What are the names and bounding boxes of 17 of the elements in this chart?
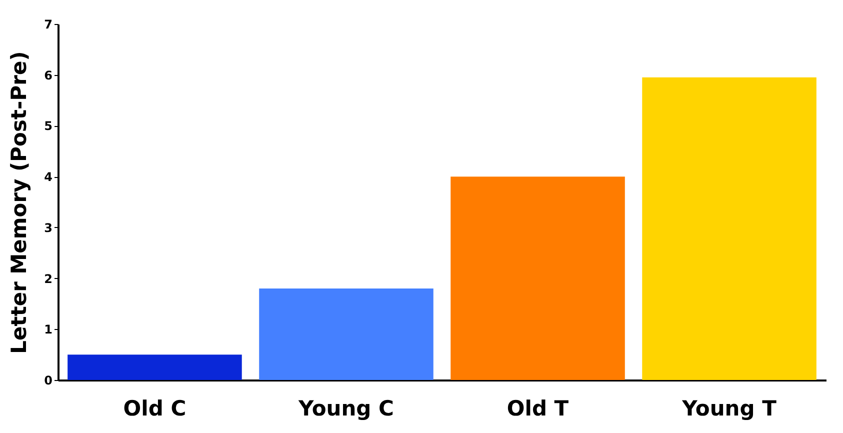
y-tick-label: 6 — [44, 68, 52, 82]
y-tick-label: 3 — [44, 220, 52, 235]
y-tick-label: 5 — [44, 119, 52, 134]
bar — [259, 288, 434, 380]
x-tick-label: Young C — [298, 396, 394, 420]
y-tick-label: 7 — [44, 18, 52, 32]
y-tick-label: 4 — [44, 170, 52, 184]
bar — [450, 176, 625, 380]
bar — [642, 77, 816, 380]
x-tick-label: Old C — [123, 396, 186, 420]
y-axis-title: Letter Memory (Post-Pre) — [7, 51, 32, 354]
y-tick-label: 2 — [44, 272, 52, 286]
y-tick-label: 1 — [44, 322, 52, 337]
y-tick-label: 0 — [44, 374, 52, 388]
x-tick-label: Young T — [681, 396, 778, 420]
bar — [68, 354, 242, 380]
x-tick-label: Old T — [506, 396, 570, 420]
